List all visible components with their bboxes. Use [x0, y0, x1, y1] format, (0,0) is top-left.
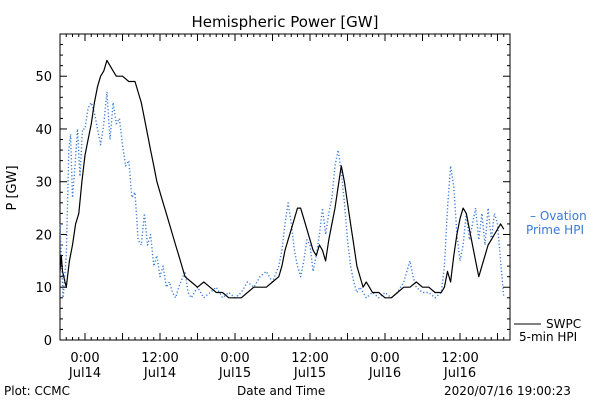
x-axis-title: Date and Time: [237, 384, 326, 398]
x-tick-date-label: Jul15: [218, 366, 251, 381]
series-group: [59, 59, 505, 299]
x-tick-time-label: 0:00: [220, 351, 249, 366]
legend-ovation-label-2: Prime HPI: [526, 223, 584, 237]
footer-timestamp: 2020/07/16 19:00:23: [444, 384, 571, 398]
x-tick-time-label: 12:00: [291, 351, 328, 366]
x-tick-time-label: 12:00: [141, 351, 178, 366]
y-tick-label: 40: [35, 123, 52, 138]
x-tick-date-label: Jul15: [293, 366, 326, 381]
y-tick-label: 20: [35, 228, 52, 243]
legend-swpc-label-1: SWPC: [546, 317, 581, 331]
x-tick-date-label: Jul16: [368, 366, 401, 381]
y-tick-label: 0: [44, 334, 52, 349]
x-tick-date-label: Jul14: [68, 366, 101, 381]
y-axis-label: P [GW]: [5, 165, 20, 210]
y-axis: 0 10 20 30 40 50: [35, 33, 510, 349]
x-tick-date-label: Jul16: [443, 366, 476, 381]
y-tick-label: 10: [35, 281, 52, 296]
y-tick-label: 30: [35, 176, 52, 191]
x-tick-time-label: 0:00: [70, 351, 99, 366]
x-tick-time-label: 0:00: [370, 351, 399, 366]
x-tick-date-label: Jul14: [143, 366, 176, 381]
x-axis: 0:00Jul1412:00Jul140:00Jul1512:00Jul150:…: [59, 34, 511, 381]
series-swpc-line: [59, 59, 505, 299]
legend-swpc-label-2: 5-min HPI: [519, 330, 577, 344]
chart-title: Hemispheric Power [GW]: [192, 13, 379, 31]
y-tick-label: 50: [35, 70, 52, 85]
x-tick-time-label: 12:00: [441, 351, 478, 366]
footer-credit: Plot: CCMC: [4, 384, 70, 398]
legend-ovation-label-1: – Ovation: [530, 209, 587, 223]
